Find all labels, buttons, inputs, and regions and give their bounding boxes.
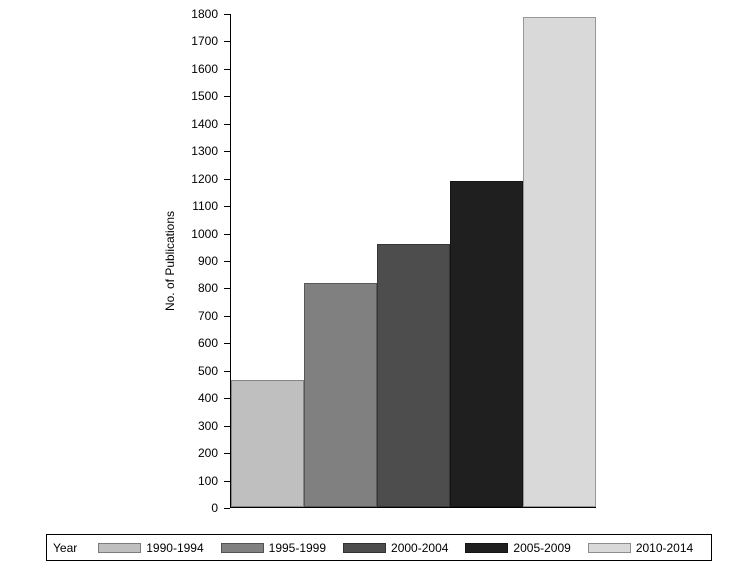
y-tick-label: 1200 (191, 171, 218, 186)
legend-items: 1990-1994 1995-1999 2000-2004 2005-2009 2010… (98, 541, 693, 555)
y-tick-label: 0 (211, 501, 218, 515)
legend: Year 1990-1994 1995-1999 2000-2004 2005-200… (46, 534, 712, 561)
y-tick-mark (224, 206, 230, 208)
y-tick-label: 500 (197, 363, 218, 378)
y-tick-label: 1500 (191, 89, 218, 104)
legend-item: 1990-1994 (98, 540, 204, 555)
y-tick-label: 1000 (191, 226, 218, 241)
bar-2005-2009 (450, 180, 523, 507)
y-tick-mark (224, 288, 230, 290)
legend-item: 2000-2004 (343, 541, 448, 555)
y-tick-mark (224, 398, 230, 400)
y-tick-label: 800 (197, 281, 218, 296)
y-tick-label: 400 (197, 391, 218, 406)
y-tick-label: 1600 (191, 61, 218, 76)
y-tick-mark (224, 123, 230, 125)
y-tick-mark (224, 233, 230, 235)
y-tick-mark (224, 96, 230, 98)
plot-area (230, 14, 596, 508)
legend-label: 2005-2009 (513, 540, 571, 555)
y-tick-mark (224, 453, 230, 455)
legend-label: 2000-2004 (391, 540, 449, 555)
legend-label: 1995-1999 (268, 540, 327, 555)
legend-title: Year (53, 540, 78, 555)
y-tick-mark (224, 315, 230, 317)
y-tick-label: 700 (197, 308, 218, 323)
legend-swatch (587, 542, 631, 553)
y-tick-mark (224, 151, 230, 153)
legend-item: 2005-2009 (465, 540, 571, 555)
y-tick-label: 100 (197, 473, 218, 488)
y-tick-label: 1400 (191, 116, 218, 131)
y-tick-label: 1800 (191, 7, 218, 21)
y-tick-mark (224, 343, 230, 345)
y-axis-ticks: 0 100 200 300 400 500 600 700 800 900 1000 1100 1200… (0, 8, 230, 514)
legend-swatch (98, 542, 142, 553)
y-tick-label: 1100 (192, 199, 218, 214)
legend-label: 2010-2014 (635, 540, 694, 555)
y-tick-label: 900 (197, 254, 218, 268)
y-tick-mark (224, 425, 230, 427)
legend-label: 1990-1994 (146, 540, 204, 555)
y-tick-mark (224, 480, 230, 482)
y-tick-mark (224, 261, 230, 262)
legend-swatch (220, 542, 264, 553)
y-tick-mark (224, 68, 230, 70)
legend-item: 2010-2014 (587, 540, 694, 555)
bar-2010-2014 (523, 16, 596, 507)
y-tick-mark (224, 178, 230, 180)
y-tick-mark (224, 370, 230, 372)
bar-1990-1994 (231, 379, 304, 507)
legend-swatch (343, 542, 387, 553)
y-tick-mark (224, 41, 230, 43)
y-tick-mark (224, 508, 230, 509)
legend-item: 1995-1999 (220, 540, 327, 555)
bar-2000-2004 (377, 244, 450, 507)
y-tick-label: 300 (197, 418, 218, 433)
y-tick-mark (224, 14, 230, 15)
y-tick-label: 600 (197, 336, 218, 351)
y-tick-label: 200 (197, 446, 218, 461)
bar-1995-1999 (304, 282, 377, 507)
y-tick-label: 1300 (191, 144, 218, 159)
legend-swatch (465, 542, 509, 553)
y-tick-label: 1700 (191, 34, 218, 49)
